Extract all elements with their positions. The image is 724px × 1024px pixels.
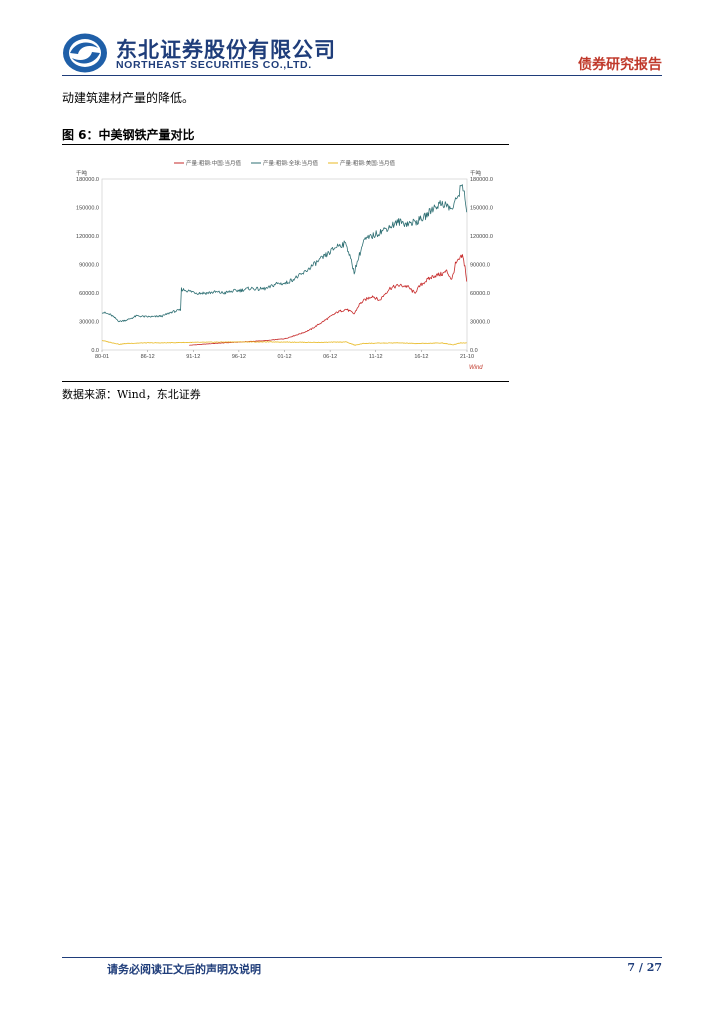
- y-tick-left: 150000.0: [76, 206, 99, 212]
- x-tick-label: 06-12: [323, 354, 337, 360]
- legend-entry: 产量:粗钢:全球:当月值: [263, 159, 319, 167]
- y-tick-left: 180000.0: [76, 177, 99, 183]
- company-logo-icon: [63, 33, 107, 73]
- legend-entry: 产量:粗钢:美国:当月值: [340, 159, 396, 167]
- plot-frame: [101, 178, 468, 351]
- footer-disclaimer: 请务必阅读正文后的声明及说明: [107, 963, 261, 976]
- x-tick-label: 01-12: [277, 354, 291, 360]
- y-tick-right: 60000.0: [470, 291, 490, 297]
- company-name-en: NORTHEAST SECURITIES CO.,LTD.: [116, 59, 312, 71]
- x-tick-label: 16-12: [414, 354, 428, 360]
- left-axis-unit: 千吨: [76, 169, 88, 177]
- page-number: 7 / 27: [627, 961, 662, 974]
- y-tick-right: 30000.0: [470, 320, 490, 326]
- x-tick-label: 86-12: [141, 354, 155, 360]
- figure-title: 图 6：中美钢铁产量对比: [62, 128, 195, 142]
- x-tick-label: 21-10: [460, 354, 474, 360]
- x-tick-label: 91-12: [186, 354, 200, 360]
- series-line-1: [101, 184, 468, 323]
- y-tick-right: 0.0: [470, 348, 478, 354]
- series-line-2: [101, 340, 467, 346]
- footer-divider: [62, 957, 662, 958]
- x-tick-label: 96-12: [232, 354, 246, 360]
- y-tick-left: 60000.0: [79, 291, 99, 297]
- x-tick-label: 11-12: [369, 354, 383, 360]
- steel-production-chart: 产量:粗钢:中国:当月值 产量:粗钢:全球:当月值 产量:粗钢:美国:当月值 0.0…: [62, 150, 509, 378]
- y-tick-right: 150000.0: [470, 206, 493, 212]
- y-tick-right: 90000.0: [470, 263, 490, 269]
- figure-source: 数据来源：Wind，东北证券: [62, 388, 201, 401]
- body-paragraph: 动建筑建材产量的降低。: [62, 91, 195, 105]
- wind-watermark: Wind: [469, 365, 483, 371]
- report-type-label: 债券研究报告: [578, 57, 662, 73]
- y-tick-left: 120000.0: [76, 234, 99, 240]
- y-tick-left: 90000.0: [79, 263, 99, 269]
- company-name-cn: 东北证券股份有限公司: [116, 38, 336, 62]
- page-header: 东北证券股份有限公司 NORTHEAST SECURITIES CO.,LTD.…: [62, 32, 662, 76]
- y-tick-left: 0.0: [91, 348, 99, 354]
- y-tick-right: 180000.0: [470, 177, 493, 183]
- y-tick-right: 120000.0: [470, 234, 493, 240]
- x-tick-label: 80-01: [95, 354, 109, 360]
- chart-canvas: 产量:粗钢:中国:当月值 产量:粗钢:全球:当月值 产量:粗钢:美国:当月值 0.0…: [76, 159, 493, 371]
- legend-entry: 产量:粗钢:中国:当月值: [186, 159, 242, 167]
- header-divider: [62, 75, 662, 76]
- right-axis-unit: 千吨: [470, 169, 482, 177]
- y-tick-left: 30000.0: [79, 320, 99, 326]
- figure-top-rule: [62, 144, 509, 145]
- figure-bottom-rule: [62, 381, 509, 382]
